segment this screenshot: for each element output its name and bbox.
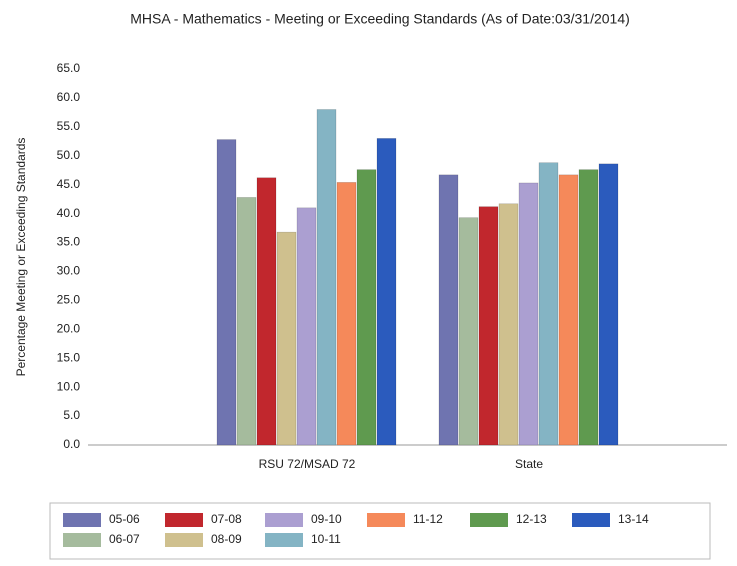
y-tick-label: 10.0 bbox=[57, 379, 81, 393]
bar bbox=[316, 109, 337, 446]
bar bbox=[356, 169, 377, 446]
legend-swatch bbox=[63, 533, 101, 547]
y-axis-label: Percentage Meeting or Exceeding Standard… bbox=[14, 138, 28, 377]
legend-label: 10-11 bbox=[311, 532, 341, 546]
bar bbox=[498, 203, 519, 446]
legend-swatch bbox=[265, 513, 303, 527]
legend-box bbox=[49, 502, 711, 560]
legend-swatch bbox=[165, 513, 203, 527]
bar bbox=[538, 162, 559, 446]
bar bbox=[438, 174, 459, 446]
bar bbox=[256, 177, 277, 446]
y-tick-label: 25.0 bbox=[57, 293, 81, 307]
bar bbox=[558, 174, 579, 446]
bar bbox=[336, 182, 357, 446]
bar bbox=[598, 163, 619, 446]
y-tick-label: 60.0 bbox=[57, 90, 81, 104]
x-tick-label: RSU 72/MSAD 72 bbox=[259, 457, 356, 471]
y-tick-label: 55.0 bbox=[57, 119, 81, 133]
bar bbox=[276, 231, 297, 446]
chart-title: MHSA - Mathematics - Meeting or Exceedin… bbox=[130, 11, 630, 27]
legend-label: 12-13 bbox=[516, 512, 547, 526]
legend-label: 06-07 bbox=[109, 532, 140, 546]
y-tick-label: 50.0 bbox=[57, 148, 81, 162]
bar bbox=[236, 197, 257, 446]
legend-label: 13-14 bbox=[618, 512, 649, 526]
y-tick-label: 35.0 bbox=[57, 235, 81, 249]
bar bbox=[478, 206, 499, 446]
y-tick-label: 20.0 bbox=[57, 321, 81, 335]
legend-swatch bbox=[470, 513, 508, 527]
legend-label: 07-08 bbox=[211, 512, 242, 526]
y-tick-label: 15.0 bbox=[57, 350, 81, 364]
legend-swatch bbox=[165, 533, 203, 547]
legend-label: 08-09 bbox=[211, 532, 242, 546]
legend-swatch bbox=[265, 533, 303, 547]
bar bbox=[518, 182, 539, 446]
legend-label: 05-06 bbox=[109, 512, 140, 526]
legend-swatch bbox=[367, 513, 405, 527]
x-tick-label: State bbox=[515, 457, 543, 471]
y-tick-label: 40.0 bbox=[57, 206, 81, 220]
y-tick-label: 5.0 bbox=[63, 408, 80, 422]
y-tick-label: 65.0 bbox=[57, 61, 81, 75]
bar bbox=[376, 138, 397, 446]
legend-label: 11-12 bbox=[413, 512, 443, 526]
bar bbox=[216, 139, 237, 446]
legend-swatch bbox=[63, 513, 101, 527]
bar bbox=[458, 217, 479, 446]
y-tick-label: 0.0 bbox=[63, 437, 80, 451]
bar bbox=[578, 169, 599, 446]
bar bbox=[296, 207, 317, 446]
legend-label: 09-10 bbox=[311, 512, 342, 526]
legend-swatch bbox=[572, 513, 610, 527]
y-tick-label: 30.0 bbox=[57, 264, 81, 278]
y-tick-label: 45.0 bbox=[57, 177, 81, 191]
